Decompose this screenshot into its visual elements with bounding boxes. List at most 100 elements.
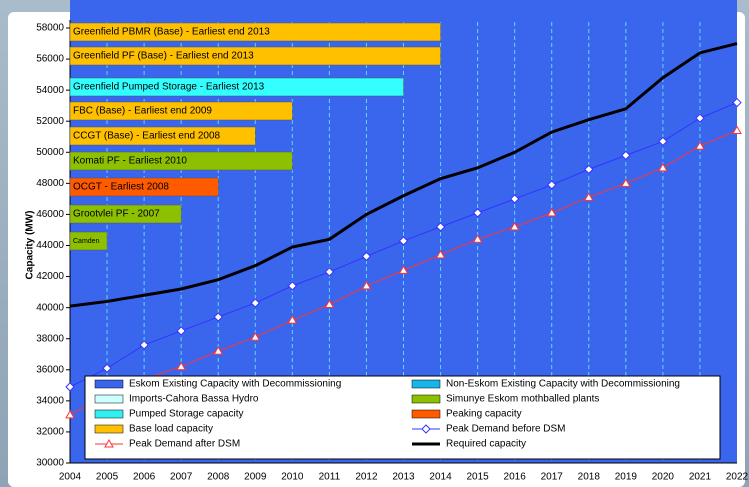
- legend-label: Peak Demand after DSM: [129, 439, 240, 450]
- legend-label: Required capacity: [446, 439, 526, 450]
- y-tick-label: 52000: [36, 116, 64, 127]
- marker: [658, 162, 668, 172]
- annotation-bar: [69, 77, 404, 97]
- annotation-bar: [69, 151, 293, 171]
- annotation-label: Camden: [73, 238, 100, 245]
- legend-swatch: [94, 394, 124, 404]
- marker: [287, 315, 298, 324]
- marker: [435, 222, 446, 232]
- legend-label: Base load capacity: [129, 424, 213, 435]
- legend-swatch: [411, 379, 441, 389]
- x-tick-label: 2013: [392, 472, 415, 483]
- marker: [695, 141, 705, 150]
- marker: [65, 409, 75, 419]
- annotation-bar: [69, 22, 441, 42]
- y-tick-label: 42000: [36, 271, 64, 282]
- marker: [695, 113, 705, 123]
- marker: [472, 234, 483, 243]
- marker: [421, 424, 431, 434]
- y-tick-label: 32000: [36, 427, 64, 438]
- marker: [361, 280, 372, 290]
- marker: [324, 299, 335, 309]
- x-tick-label: 2021: [689, 472, 712, 483]
- legend-swatch: [94, 409, 124, 419]
- x-tick-label: 2020: [652, 472, 675, 483]
- annotation-bar: [69, 126, 256, 146]
- x-tick-label: 2011: [319, 472, 341, 483]
- x-tick-label: 2005: [96, 472, 119, 483]
- marker: [176, 361, 187, 371]
- annotation-bar: [69, 204, 182, 224]
- y-tick-label: 50000: [36, 147, 64, 158]
- legend-label: Eskom Existing Capacity with Decommissio…: [129, 379, 341, 390]
- marker: [658, 136, 668, 147]
- marker: [620, 178, 631, 187]
- legend-swatch: [94, 424, 124, 434]
- marker: [398, 236, 409, 246]
- y-tick-label: 38000: [36, 333, 64, 344]
- marker: [65, 382, 75, 392]
- marker: [324, 267, 335, 277]
- marker: [584, 164, 594, 175]
- x-tick-label: 2016: [504, 472, 527, 483]
- y-tick-label: 30000: [36, 458, 64, 469]
- annotation-label: Greenfield PF (Base) - Earliest end 2013: [73, 51, 254, 62]
- y-tick-label: 44000: [36, 240, 64, 251]
- annotation-bar: [69, 177, 219, 197]
- x-tick-label: 2014: [429, 472, 452, 483]
- annotation-label: Grootvlei PF - 2007: [73, 209, 160, 220]
- x-tick-label: 2009: [244, 472, 267, 483]
- marker: [583, 192, 594, 201]
- line: [69, 42, 738, 308]
- marker: [102, 363, 112, 373]
- x-tick-label: 2012: [355, 472, 378, 483]
- x-tick-label: 2010: [281, 472, 304, 483]
- marker: [398, 265, 409, 274]
- marker: [547, 180, 557, 190]
- legend-label: Peak Demand before DSM: [446, 424, 566, 435]
- legend-swatch: [411, 409, 441, 419]
- marker: [435, 249, 446, 259]
- marker: [546, 207, 557, 217]
- legend-label: Simunye Eskom mothballed plants: [446, 394, 599, 405]
- marker: [213, 312, 223, 322]
- y-tick-label: 34000: [36, 395, 64, 406]
- annotation-label: Komati PF - Earliest 2010: [73, 156, 187, 167]
- marker: [509, 221, 520, 231]
- marker: [361, 251, 372, 262]
- x-tick-label: 2022: [726, 472, 749, 483]
- marker: [213, 346, 224, 355]
- marker: [732, 97, 742, 108]
- y-tick-label: 46000: [36, 209, 64, 220]
- annotation-label: OCGT - Earliest 2008: [73, 182, 169, 193]
- marker: [250, 298, 260, 308]
- legend-label: Imports-Cahora Bassa Hydro: [129, 394, 259, 405]
- y-tick-label: 36000: [36, 364, 64, 375]
- legend: [84, 375, 721, 460]
- annotation-bar: [69, 231, 108, 251]
- x-tick-label: 2004: [59, 472, 82, 483]
- x-tick-label: 2006: [133, 472, 156, 483]
- legend-swatch: [94, 379, 124, 389]
- legend-label: Peaking capacity: [446, 409, 522, 420]
- y-tick-label: 56000: [36, 54, 64, 65]
- legend-label: Non-Eskom Existing Capacity with Decommi…: [446, 379, 680, 390]
- marker: [104, 438, 114, 448]
- marker: [621, 150, 631, 161]
- y-tick-label: 40000: [36, 302, 64, 313]
- x-tick-label: 2017: [541, 472, 564, 483]
- marker: [139, 340, 149, 350]
- x-tick-label: 2008: [207, 472, 230, 483]
- annotation-label: CCGT (Base) - Earliest end 2008: [73, 131, 221, 142]
- marker: [250, 332, 261, 341]
- y-tick-label: 48000: [36, 178, 64, 189]
- annotation-bar: [69, 101, 293, 121]
- x-tick-label: 2015: [466, 472, 489, 483]
- y-axis-label: Capacity (MW): [25, 211, 36, 280]
- x-tick-label: 2007: [170, 472, 193, 483]
- marker: [287, 281, 298, 291]
- x-tick-label: 2018: [578, 472, 601, 483]
- y-tick-label: 58000: [36, 23, 64, 34]
